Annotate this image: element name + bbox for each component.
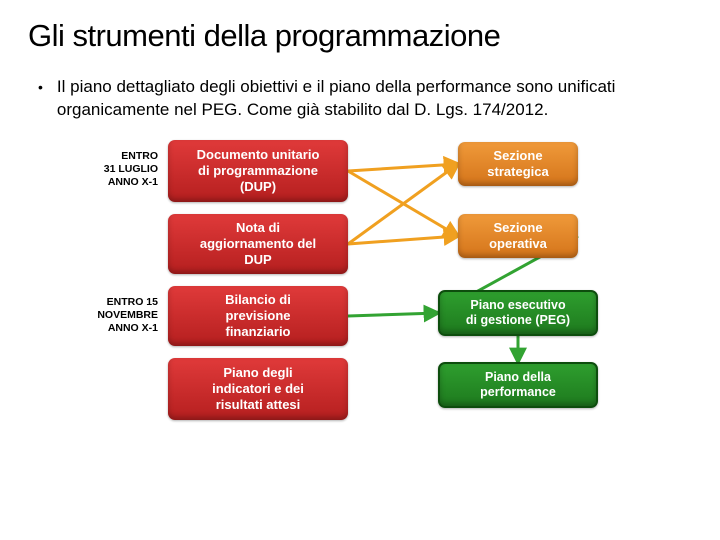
connector-5 [348, 313, 438, 316]
connector-1 [348, 171, 458, 236]
box-piano_ind: Piano degli indicatori e dei risultati a… [168, 358, 348, 420]
box-sez_strat: Sezione strategica [458, 142, 578, 186]
box-perf: Piano della performance [438, 362, 598, 408]
connector-3 [348, 236, 458, 244]
connector-layer [68, 140, 708, 480]
box-sez_oper: Sezione operativa [458, 214, 578, 258]
bullet-text: Il piano dettagliato degli obiettivi e i… [57, 76, 677, 122]
connector-0 [348, 164, 458, 171]
box-peg: Piano esecutivo di gestione (PEG) [438, 290, 598, 336]
connector-2 [348, 164, 458, 244]
box-dup: Documento unitario di programmazione (DU… [168, 140, 348, 202]
bullet-item: • Il piano dettagliato degli obiettivi e… [38, 76, 692, 122]
box-nota: Nota di aggiornamento del DUP [168, 214, 348, 274]
diagram-container: ENTRO 31 LUGLIO ANNO X-1 ENTRO 15 NOVEMBR… [68, 140, 708, 480]
deadline-d2: ENTRO 15 NOVEMBRE ANNO X-1 [80, 296, 158, 335]
bullet-dot: • [38, 79, 43, 95]
box-bilancio: Bilancio di previsione finanziario [168, 286, 348, 346]
deadline-d1: ENTRO 31 LUGLIO ANNO X-1 [80, 150, 158, 189]
slide-title: Gli strumenti della programmazione [28, 18, 692, 54]
